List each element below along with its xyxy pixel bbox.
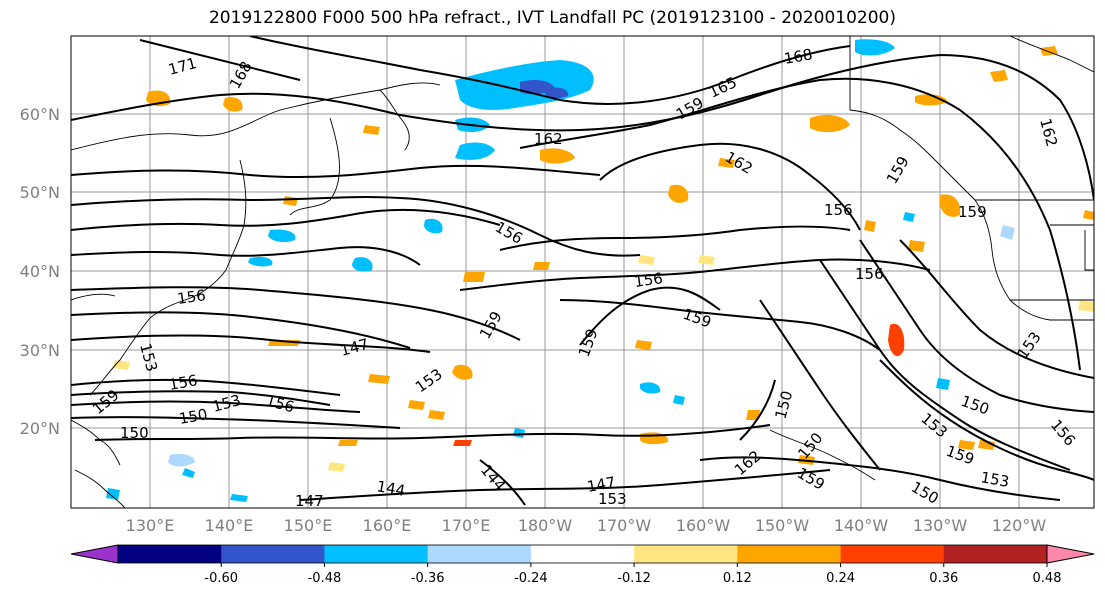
lat-label-20n: 20°N — [20, 419, 60, 438]
contour-label: 156 — [855, 265, 884, 283]
colorbar-bin — [634, 545, 738, 563]
height-contours — [71, 36, 1094, 506]
colorbar-tick-label: 0.24 — [826, 571, 855, 586]
colorbar-tick-label: -0.36 — [411, 571, 445, 586]
colorbar-tick-label: 0.48 — [1033, 571, 1062, 586]
colorbar-tick-label: 0.36 — [929, 571, 958, 586]
lon-label: 140°E — [205, 516, 254, 535]
colorbar-right-extension — [1046, 544, 1095, 564]
lon-label: 130°W — [913, 516, 968, 535]
map-title: 2019122800 F000 500 hPa refract., IVT La… — [208, 8, 896, 28]
contour-label: 150 — [120, 424, 149, 442]
colorbar-outline — [117, 544, 1048, 564]
contour-label: 168 — [783, 45, 814, 68]
colorbar-labels: -0.60 -0.48 -0.36 -0.24 -0.12 0.12 0.24 0.36 0.4… — [204, 571, 1062, 586]
colorbar-tick-label: -0.48 — [308, 571, 342, 586]
contour-label: 162 — [534, 130, 563, 148]
lon-label: 120°W — [992, 516, 1047, 535]
colorbar-bin — [427, 545, 532, 563]
colorbar-left-extension — [70, 544, 119, 564]
colorbar-bin — [221, 545, 325, 563]
contour-label: 153 — [979, 468, 1010, 491]
lon-label: 150°W — [755, 516, 810, 535]
colorbar-bin — [943, 545, 1048, 563]
contour-label: 150 — [178, 405, 209, 428]
longitude-labels: 130°E 140°E 150°E 160°E 170°E 180°W 170°… — [126, 516, 1047, 535]
lon-label: 170°E — [442, 516, 491, 535]
contour-label: 147 — [586, 473, 617, 496]
lon-label: 170°W — [597, 516, 652, 535]
colorbar-bin — [737, 545, 842, 563]
colorbar-tick-label: -0.12 — [617, 571, 651, 586]
contour-label: 156 — [168, 371, 199, 394]
lat-label-60n: 60°N — [20, 105, 60, 124]
contour-label: 156 — [633, 269, 664, 291]
latitude-labels: 60°N 50°N 40°N 30°N 20°N — [20, 105, 60, 438]
lon-label: 140°W — [834, 516, 889, 535]
lon-label: 160°W — [676, 516, 731, 535]
colorbar-bin — [530, 545, 635, 563]
colorbar-tick-label: -0.60 — [204, 571, 238, 586]
lat-label-40n: 40°N — [20, 262, 60, 281]
colorbar-tick-label: -0.24 — [514, 571, 548, 586]
pc-shading — [106, 39, 1094, 502]
colorbar-bin — [324, 545, 429, 563]
colorbar-boxes — [118, 545, 1048, 563]
colorbar-ticks — [220, 563, 1048, 567]
contour-label: 144 — [375, 477, 406, 500]
colorbar: -0.60 -0.48 -0.36 -0.24 -0.12 0.12 0.24 0.36 0.4… — [70, 544, 1095, 586]
map-border — [70, 35, 1095, 509]
lon-label: 130°E — [126, 516, 175, 535]
lon-label: 150°E — [284, 516, 333, 535]
lon-label: 180°W — [518, 516, 573, 535]
graticule — [71, 36, 1094, 508]
contour-label: 159 — [958, 203, 987, 221]
coastlines — [71, 36, 1094, 508]
colorbar-bin — [118, 545, 222, 563]
contour-label: 153 — [598, 490, 627, 508]
contour-label: 156 — [176, 286, 207, 308]
lat-label-30n: 30°N — [20, 341, 60, 360]
contour-label: 147 — [295, 492, 324, 510]
map-frame-bg — [71, 36, 1094, 508]
contour-label: 156 — [824, 201, 853, 219]
lat-label-50n: 50°N — [20, 183, 60, 202]
colorbar-tick-label: 0.12 — [723, 571, 752, 586]
colorbar-bin — [840, 545, 945, 563]
lon-label: 160°E — [363, 516, 412, 535]
